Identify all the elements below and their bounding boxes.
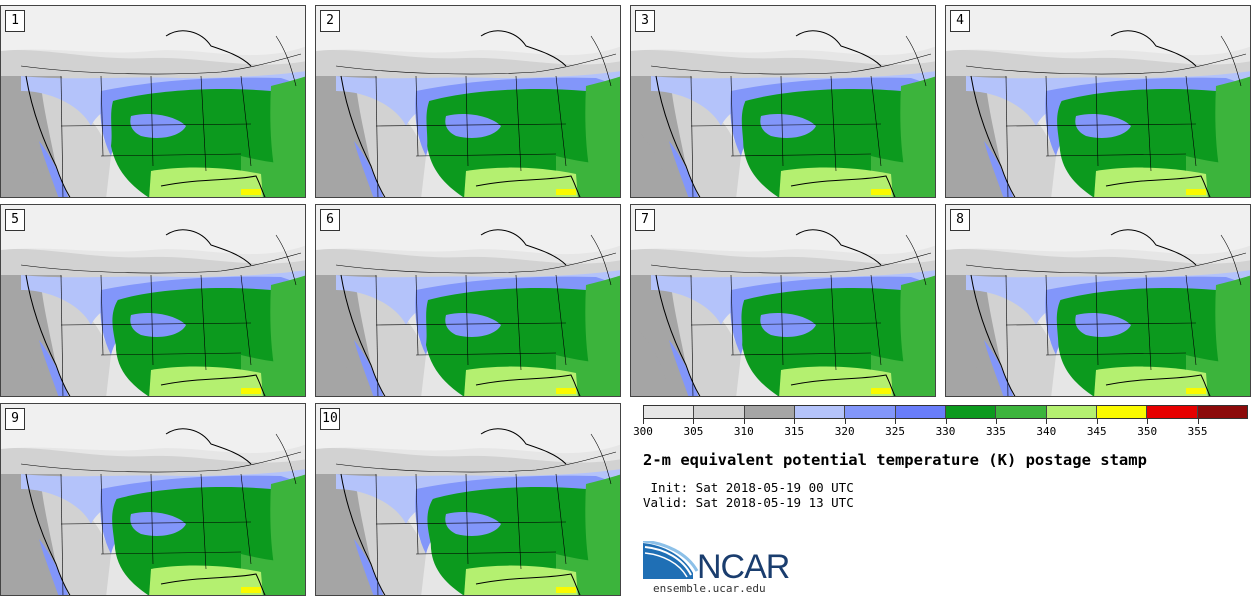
postage-stamp-map: 1 bbox=[0, 5, 306, 198]
postage-stamp-map: 9 bbox=[0, 403, 306, 596]
postage-stamp-map: 4 bbox=[945, 5, 1251, 198]
stamp-number: 5 bbox=[5, 209, 25, 231]
colorbar-segment bbox=[1046, 406, 1097, 418]
colorbar-segment bbox=[644, 406, 695, 418]
figure-title: 2-m equivalent potential temperature (K)… bbox=[643, 451, 1147, 469]
colorbar-tick-label: 310 bbox=[733, 425, 754, 438]
stamp-number: 1 bbox=[5, 10, 25, 32]
stamp-number: 4 bbox=[950, 10, 970, 32]
colorbar-tick bbox=[1197, 419, 1199, 424]
colorbar-tick-label: 335 bbox=[985, 425, 1006, 438]
colorbar-segment bbox=[945, 406, 997, 418]
colorbar-segment bbox=[744, 406, 795, 418]
ncar-logo-icon bbox=[643, 541, 699, 579]
colorbar-segment bbox=[895, 406, 946, 418]
postage-stamp-map: 3 bbox=[630, 5, 936, 198]
colorbar-tick bbox=[743, 419, 745, 424]
colorbar-tick bbox=[995, 419, 997, 424]
postage-stamp-map: 7 bbox=[630, 204, 936, 397]
postage-stamp-map: 5 bbox=[0, 204, 306, 397]
colorbar-tick-label: 320 bbox=[834, 425, 855, 438]
colorbar-tick bbox=[643, 419, 644, 424]
colorbar-tick-label: 330 bbox=[935, 425, 956, 438]
colorbar-tick-label: 355 bbox=[1187, 425, 1208, 438]
ncar-logo-text: NCAR bbox=[697, 548, 790, 586]
stamp-number: 2 bbox=[320, 10, 340, 32]
colorbar-tick bbox=[1046, 419, 1048, 424]
colorbar-tick-label: 305 bbox=[683, 425, 704, 438]
colorbar-ticks: 300 305 310 315 320 325 330 335 340 345 350 355 bbox=[633, 419, 1248, 439]
colorbar-segment bbox=[794, 406, 846, 418]
website-url[interactable]: ensemble.ucar.edu bbox=[653, 582, 766, 595]
stamp-number: 6 bbox=[320, 209, 340, 231]
stamp-number: 7 bbox=[635, 209, 655, 231]
stamp-number: 3 bbox=[635, 10, 655, 32]
colorbar-segment bbox=[1096, 406, 1148, 418]
colorbar-tick-label: 300 bbox=[633, 425, 653, 438]
colorbar-tick-label: 345 bbox=[1086, 425, 1107, 438]
colorbar-segment bbox=[1147, 406, 1198, 418]
colorbar-segment bbox=[996, 406, 1047, 418]
colorbar-tick bbox=[844, 419, 846, 424]
postage-stamp-map: 10 bbox=[315, 403, 621, 596]
colorbar-tick-label: 340 bbox=[1036, 425, 1057, 438]
postage-stamp-map: 6 bbox=[315, 204, 621, 397]
postage-stamp-map: 2 bbox=[315, 5, 621, 198]
stamp-number: 8 bbox=[950, 209, 970, 231]
colorbar-segment bbox=[694, 406, 745, 418]
colorbar-tick bbox=[1147, 419, 1149, 424]
colorbar-tick bbox=[945, 419, 947, 424]
colorbar-tick-label: 325 bbox=[885, 425, 906, 438]
colorbar-tick-label: 350 bbox=[1137, 425, 1158, 438]
stamp-number: 9 bbox=[5, 408, 25, 430]
colorbar-segment bbox=[1197, 406, 1247, 418]
colorbar-segment bbox=[845, 406, 896, 418]
stamp-number: 10 bbox=[320, 408, 340, 430]
colorbar-tick bbox=[794, 419, 796, 424]
colorbar bbox=[643, 405, 1248, 419]
init-time: Init: Sat 2018-05-19 00 UTC bbox=[643, 480, 854, 495]
valid-time: Valid: Sat 2018-05-19 13 UTC bbox=[643, 495, 854, 510]
colorbar-tick-label: 315 bbox=[784, 425, 805, 438]
colorbar-tick bbox=[1096, 419, 1098, 424]
colorbar-tick bbox=[693, 419, 695, 424]
postage-stamp-map: 8 bbox=[945, 204, 1251, 397]
colorbar-tick bbox=[895, 419, 897, 424]
